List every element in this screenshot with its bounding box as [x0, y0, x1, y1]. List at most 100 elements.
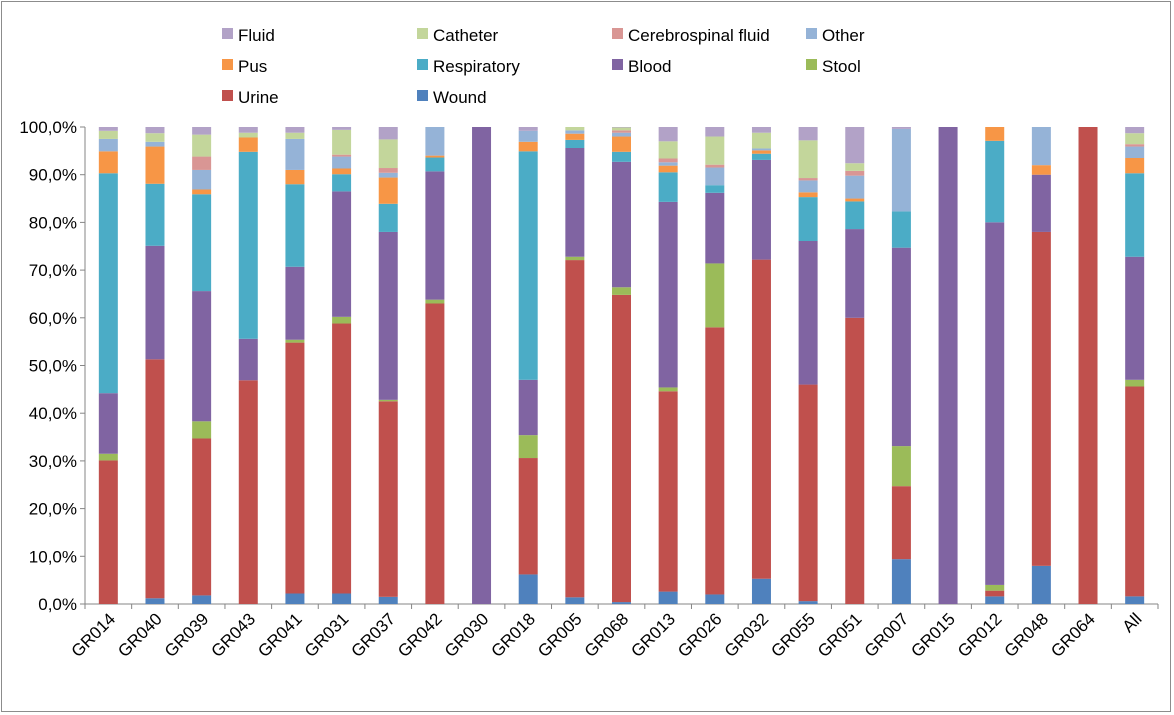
bar-segment-catheter	[565, 127, 585, 131]
legend-swatch	[612, 28, 623, 39]
bar-segment-other	[98, 138, 118, 152]
bar-segment-cerebrospinal-fluid	[798, 178, 818, 181]
bar-segment-cerebrospinal-fluid	[1125, 144, 1145, 147]
bar-stack-gr051	[845, 127, 865, 604]
bar-segment-other	[612, 132, 631, 137]
y-tick-label: 80,0%	[29, 213, 77, 232]
bar-segment-other	[145, 141, 165, 147]
bar-segment-stool	[378, 399, 398, 402]
x-tick-label: GR005	[534, 609, 586, 661]
bar-segment-blood	[845, 229, 865, 318]
bar-segment-other	[1125, 146, 1145, 159]
bar-segment-blood	[378, 231, 398, 400]
bar-segment-other	[332, 156, 352, 169]
bar-segment-stool	[285, 339, 305, 343]
bar-segment-urine	[985, 590, 1005, 597]
bar-segment-urine	[1125, 386, 1145, 597]
bar-segment-blood	[985, 222, 1005, 585]
bar-segment-urine	[751, 259, 771, 579]
bar-stack-gr030	[472, 127, 492, 604]
x-tick-label: GR051	[814, 609, 866, 661]
bar-segment-blood	[658, 201, 678, 388]
x-tick-label: All	[1119, 609, 1146, 636]
bar-stack-gr013	[658, 127, 678, 604]
bar-segment-fluid	[658, 127, 678, 142]
y-tick-label: 50,0%	[29, 357, 77, 376]
y-tick-label: 70,0%	[29, 261, 77, 280]
bar-segment-stool	[518, 435, 538, 459]
bar-segment-other	[192, 169, 212, 190]
bar-stack-gr048	[1031, 127, 1051, 604]
bar-stack-gr041	[285, 127, 305, 604]
bar-segment-catheter	[845, 163, 865, 171]
bar-segment-other	[705, 167, 725, 186]
bar-segment-wound	[798, 601, 818, 604]
bar-segment-stool	[425, 299, 445, 304]
x-tick-label: GR013	[627, 609, 679, 661]
bar-segment-urine	[332, 323, 352, 594]
bar-segment-pus	[238, 137, 258, 152]
bar-segment-cerebrospinal-fluid	[612, 130, 631, 133]
bar-segment-cerebrospinal-fluid	[192, 156, 212, 170]
x-tick-label: GR007	[861, 609, 913, 661]
bar-segment-blood	[518, 379, 538, 436]
bar-segment-wound	[192, 595, 212, 604]
legend-swatch	[222, 90, 233, 101]
bar-segment-fluid	[285, 127, 305, 133]
bar-stack-gr018	[518, 127, 538, 604]
x-tick-label: GR042	[394, 609, 446, 661]
legend: Fluid Catheter Cerebrospinal fluid Other Pus…	[222, 26, 865, 107]
x-tick-label: GR048	[1001, 609, 1053, 661]
x-tick-label: GR031	[301, 609, 353, 661]
bar-segment-blood	[472, 127, 492, 604]
bar-segment-wound	[378, 596, 398, 604]
bar-segment-catheter	[285, 132, 305, 139]
bar-stack-gr068	[612, 127, 631, 604]
bar-segment-urine	[1078, 127, 1098, 604]
bar-segment-fluid	[751, 127, 771, 133]
bar-segment-wound	[891, 559, 911, 604]
bar-segment-blood	[891, 247, 911, 447]
bar-segment-stool	[332, 316, 352, 324]
bar-segment-pus	[1031, 165, 1051, 175]
bar-segment-urine	[798, 384, 818, 602]
y-tick-label: 20,0%	[29, 500, 77, 519]
legend-item-blood: Blood	[612, 57, 671, 76]
x-tick-label: GR037	[348, 609, 400, 661]
bar-segment-blood	[238, 338, 258, 381]
bar-stack-gr005	[565, 127, 585, 604]
bar-segment-pus	[658, 165, 678, 173]
bar-segment-wound	[612, 602, 631, 604]
bar-segment-stool	[985, 584, 1005, 591]
bar-segment-stool	[705, 263, 725, 328]
legend-item-cerebrospinal-fluid: Cerebrospinal fluid	[612, 26, 770, 45]
bar-segment-blood	[1031, 174, 1051, 232]
bar-segment-other	[518, 130, 538, 142]
bar-segment-respiratory	[985, 140, 1005, 223]
bar-segment-urine	[845, 317, 865, 604]
legend-label: Catheter	[433, 26, 499, 45]
bar-segment-stool	[192, 421, 212, 439]
bar-segment-blood	[938, 127, 958, 604]
bar-segment-urine	[238, 380, 258, 604]
legend-item-urine: Urine	[222, 88, 279, 107]
bar-segment-respiratory	[1125, 173, 1145, 257]
bar-segment-other	[658, 162, 678, 166]
legend-swatch	[612, 59, 623, 70]
bar-segment-cerebrospinal-fluid	[705, 164, 725, 168]
legend-label: Wound	[433, 88, 487, 107]
x-tick-label: GR026	[674, 609, 726, 661]
legend-swatch	[806, 28, 817, 39]
bar-segment-wound	[1031, 565, 1051, 604]
bar-segment-wound	[518, 574, 538, 604]
bar-segment-wound	[751, 578, 771, 604]
bar-segment-cerebrospinal-fluid	[845, 170, 865, 176]
bar-segment-respiratory	[285, 184, 305, 267]
bar-segment-blood	[145, 245, 165, 360]
bar-segment-pus	[612, 136, 631, 152]
bar-stack-gr012	[985, 127, 1005, 604]
bar-stack-gr014	[98, 127, 118, 604]
bar-segment-fluid	[798, 127, 818, 141]
bar-segment-wound	[332, 593, 352, 604]
bar-segment-wound	[658, 591, 678, 604]
